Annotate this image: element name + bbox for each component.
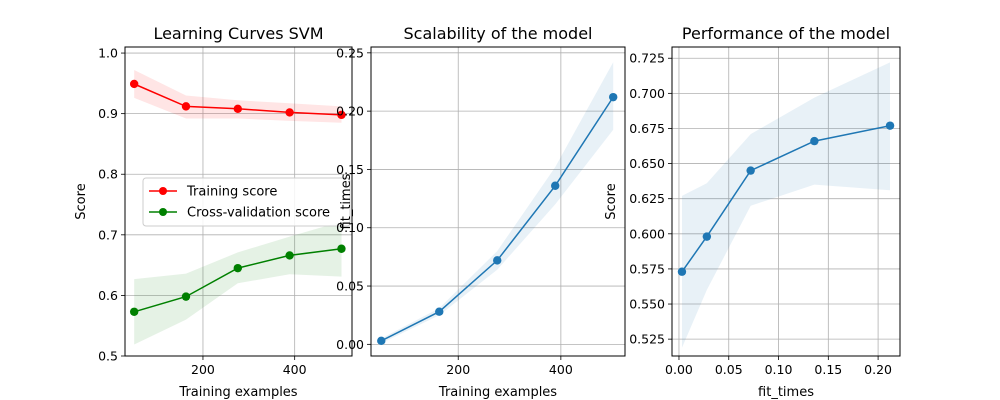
series-point (493, 256, 502, 265)
cross-validation-score-point (337, 244, 346, 253)
y-tick-label: 1.0 (98, 46, 118, 61)
y-tick-label: 0.9 (98, 106, 118, 121)
chart-title: Performance of the model (682, 24, 890, 43)
y-tick-label: 0.725 (629, 51, 665, 66)
legend-entry-training: Training score (149, 185, 277, 200)
y-tick-label: 0.20 (336, 104, 364, 119)
chart-title: Learning Curves SVM (153, 24, 323, 43)
x-axis-label: fit_times (758, 385, 814, 400)
cross-validation-score-point (285, 251, 294, 260)
y-tick-label: 0.7 (98, 227, 118, 242)
series-point (608, 92, 618, 102)
y-axis-label: Score (74, 183, 89, 219)
series-point (551, 181, 560, 190)
y-axis-label: Score (604, 183, 619, 219)
x-tick-label: 0.00 (665, 362, 693, 377)
series-point (377, 336, 386, 346)
series-point (702, 232, 712, 241)
x-tick-label: 400 (283, 362, 307, 377)
x-tick-label: 400 (549, 362, 573, 377)
y-tick-label: 0.05 (336, 279, 364, 294)
chart-title: Scalability of the model (404, 24, 593, 43)
series-point (746, 166, 755, 175)
y-tick-label: 0.10 (336, 220, 364, 235)
y-tick-label: 0.25 (336, 45, 364, 60)
legend: Training score Cross-validation score (142, 177, 351, 227)
scalability-panel: 200 400 0.00 0.05 0.10 0.15 0.20 0.25 Scalabil… (336, 24, 626, 400)
x-tick-label: 0.20 (864, 362, 892, 377)
x-tick-label: 200 (191, 362, 215, 377)
series-band (381, 62, 614, 344)
y-tick-label: 0.5 (98, 349, 118, 364)
legend-entry-cross-validation: Cross-validation score (149, 206, 330, 221)
training-score-point (337, 110, 346, 120)
y-tick-label: 0.525 (629, 332, 665, 347)
y-tick-label: 0.675 (629, 121, 665, 136)
performance-panel: 0.00 0.05 0.10 0.15 0.20 0.525 0.550 0.575 0.60… (604, 24, 901, 400)
cross-validation-score-point (233, 263, 243, 273)
cross-validation-score-band (134, 221, 342, 345)
legend-label-cross-validation: Cross-validation score (187, 206, 330, 221)
x-tick-label: 200 (446, 362, 470, 377)
x-tick-label: 0.15 (814, 362, 842, 377)
y-tick-label: 0.15 (336, 162, 364, 177)
y-tick-label: 0.650 (629, 156, 665, 171)
y-tick-label: 0.8 (98, 167, 118, 182)
training-score-point (181, 102, 191, 111)
training-score-point (233, 104, 243, 114)
training-score-point (129, 79, 139, 89)
series-point (435, 307, 444, 316)
y-tick-label: 0.700 (629, 86, 665, 101)
series-point (885, 121, 895, 130)
y-tick-label: 0.550 (629, 297, 665, 312)
cross-validation-score-point (129, 307, 139, 316)
y-tick-label: 0.600 (629, 226, 665, 241)
y-tick-label: 0.625 (629, 191, 665, 206)
series-point (677, 267, 687, 276)
training-score-point (285, 108, 294, 117)
y-tick-label: 0.575 (629, 261, 665, 276)
series-point (810, 136, 819, 146)
y-axis-label: fit_times (339, 173, 354, 229)
series-band (682, 62, 890, 348)
x-axis-label: Training examples (178, 385, 297, 400)
legend-label-training: Training score (186, 185, 277, 200)
x-tick-label: 0.10 (765, 362, 793, 377)
x-tick-label: 0.05 (715, 362, 743, 377)
x-axis-label: Training examples (438, 385, 557, 400)
learning-curves-panel: 200 400 0.5 0.6 0.7 0.8 0.9 1.0 Learning Curve… (74, 24, 353, 400)
training-score-band (134, 70, 342, 123)
y-tick-label: 0.00 (336, 337, 364, 352)
y-tick-label: 0.6 (98, 288, 118, 303)
cross-validation-score-point (181, 292, 191, 301)
